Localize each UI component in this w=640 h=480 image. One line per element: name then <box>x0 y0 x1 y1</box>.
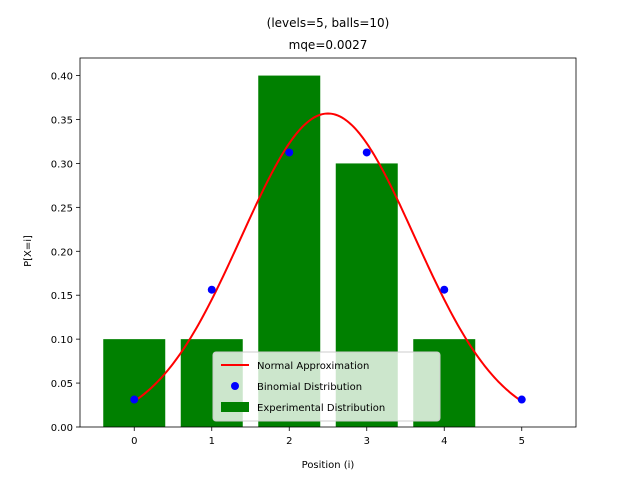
binomial-point-1 <box>207 285 216 294</box>
x-tick-label-0: 0 <box>131 436 137 447</box>
y-tick-label-0.40: 0.40 <box>51 72 73 83</box>
y-tick-label-0.30: 0.30 <box>51 159 73 170</box>
x-tick-label-5: 5 <box>519 436 525 447</box>
binomial-point-5 <box>517 395 526 404</box>
chart-subtitle: mqe=0.0027 <box>289 38 368 52</box>
legend: Normal Approximation Binomial Distributio… <box>212 351 441 422</box>
y-tick-label-0.05: 0.05 <box>51 379 73 390</box>
x-axis-label: Position (i) <box>302 460 355 471</box>
binomial-point-3 <box>362 148 371 157</box>
legend-label-0: Normal Approximation <box>257 361 369 372</box>
normal-approximation-line <box>133 112 523 403</box>
chart-title: (levels=5, balls=10) <box>267 16 390 30</box>
legend-box <box>212 351 441 422</box>
legend-swatch-marker <box>231 382 239 390</box>
x-tick-label-3: 3 <box>364 436 370 447</box>
y-tick-label-0.15: 0.15 <box>51 291 73 302</box>
y-tick-label-0.25: 0.25 <box>51 203 73 214</box>
binomial-point-0 <box>130 395 139 404</box>
y-axis-label: P[X=i] <box>23 235 34 267</box>
y-tick-label-0.10: 0.10 <box>51 335 73 346</box>
binomial-point-2 <box>285 148 294 157</box>
axes-frame <box>79 57 577 428</box>
y-tick-label-0.35: 0.35 <box>51 116 73 127</box>
y-tick-label-0.00: 0.00 <box>51 423 73 434</box>
legend-label-2: Experimental Distribution <box>257 403 385 414</box>
legend-swatch-bar <box>221 402 249 412</box>
y-tick-label-0.20: 0.20 <box>51 247 73 258</box>
x-tick-label-4: 4 <box>441 436 447 447</box>
legend-label-1: Binomial Distribution <box>257 382 362 393</box>
x-tick-label-1: 1 <box>209 436 215 447</box>
binomial-point-4 <box>440 285 449 294</box>
x-tick-label-2: 2 <box>286 436 292 447</box>
